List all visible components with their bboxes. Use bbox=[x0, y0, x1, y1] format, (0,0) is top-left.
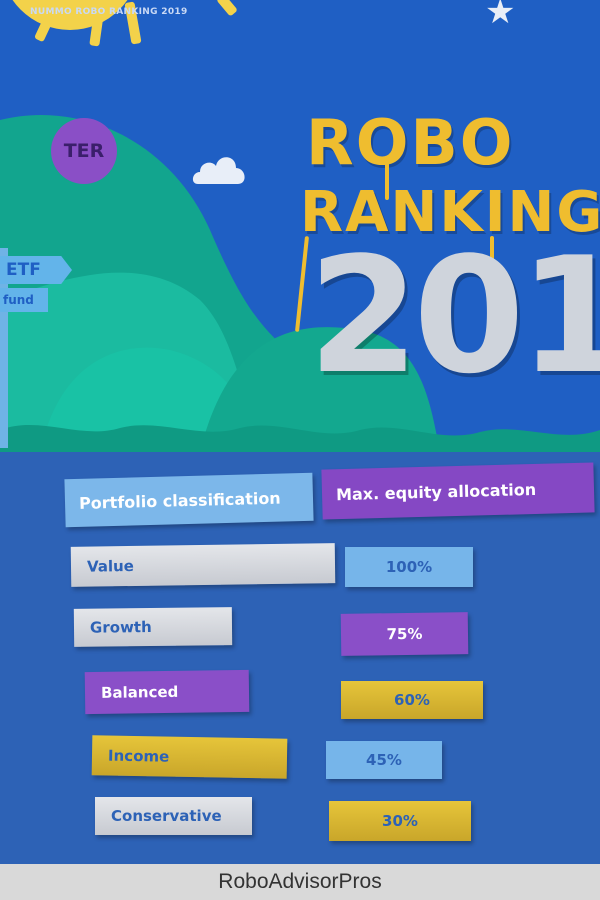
gold-drip bbox=[385, 160, 389, 200]
allocation-table: Portfolio classification Max. equity all… bbox=[0, 452, 600, 864]
hill-right bbox=[200, 327, 440, 452]
title-ranking: RANKING bbox=[300, 180, 600, 245]
sign-fund: fund bbox=[0, 288, 48, 312]
title-robo: ROBO bbox=[306, 106, 515, 179]
sign-etf: ETF bbox=[0, 256, 72, 284]
star-icon: ★ bbox=[485, 0, 516, 32]
row-value-growth: 75% bbox=[340, 612, 469, 656]
title-year: 2019 bbox=[308, 222, 600, 409]
row-label-growth: Growth bbox=[73, 607, 233, 647]
ter-bubble: TER bbox=[51, 118, 117, 184]
row-value-balanced: 60% bbox=[341, 681, 483, 719]
header-max-equity-allocation: Max. equity allocation bbox=[321, 462, 595, 520]
ground-bumps bbox=[0, 425, 600, 452]
header-portfolio-classification: Portfolio classification bbox=[64, 472, 314, 528]
row-value-value: 100% bbox=[345, 547, 473, 587]
hill-front bbox=[40, 347, 260, 452]
footer-credit: RoboAdvisorPros bbox=[0, 864, 600, 900]
poster-caption: NUMMO ROBO RANKING 2019 bbox=[30, 7, 188, 17]
row-value-income: 45% bbox=[326, 741, 442, 779]
poster: NUMMO ROBO RANKING 2019 ★ TER ETF fund R… bbox=[0, 0, 600, 452]
row-value-conservative: 30% bbox=[329, 801, 471, 841]
footer-text: RoboAdvisorPros bbox=[218, 870, 382, 893]
gold-drip bbox=[490, 236, 494, 266]
row-label-value: Value bbox=[70, 543, 336, 587]
row-label-income: Income bbox=[91, 735, 288, 779]
cloud-icon bbox=[192, 157, 245, 184]
row-label-conservative: Conservative bbox=[95, 797, 252, 835]
signpost-pole bbox=[0, 248, 8, 448]
poster-scenery bbox=[0, 0, 600, 452]
row-label-balanced: Balanced bbox=[84, 669, 250, 715]
